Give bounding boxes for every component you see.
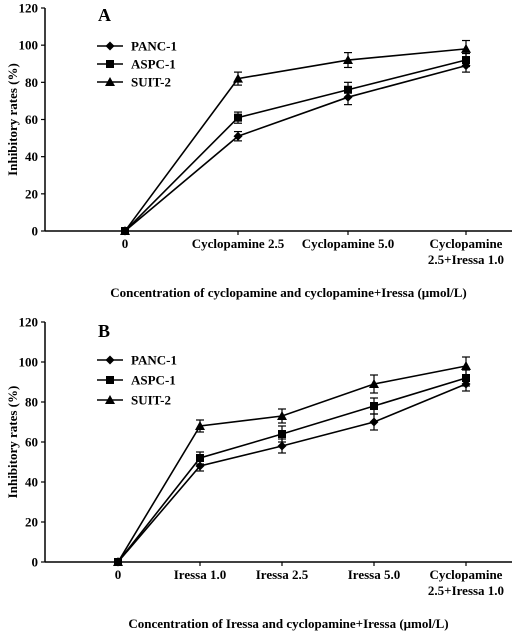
legend-item: SUIT-2 (97, 75, 171, 90)
chart-panel-b: 0 20 40 60 80 100 120 0 Iressa 1.0 Iressa 2.5 Ires… (5, 315, 512, 631)
data-point (369, 417, 379, 427)
y-tick-label: 120 (19, 1, 39, 16)
x-tick-label: 0 (122, 236, 129, 251)
legend-label: SUIT-2 (131, 393, 171, 408)
y-tick-label: 80 (25, 75, 38, 90)
x-tick-label: Cyclopamine 2.5 (192, 236, 285, 251)
data-point (343, 55, 353, 65)
y-tick-label: 40 (25, 149, 38, 164)
data-point (461, 43, 471, 53)
y-tick-label: 0 (32, 224, 39, 239)
legend-item: PANC-1 (97, 353, 177, 368)
legend-item: ASPC-1 (97, 57, 176, 72)
y-tick-label: 40 (25, 475, 38, 490)
series-line (124, 64, 467, 232)
y-tick-label: 60 (25, 112, 38, 127)
series-suit-2 (113, 356, 471, 566)
x-tick-label: Iressa 1.0 (174, 567, 226, 582)
data-point (344, 85, 352, 94)
legend-label: ASPC-1 (131, 373, 176, 388)
x-axis-title: Concentration of cyclopamine and cyclopa… (110, 285, 466, 300)
y-axis-title: Inhibitory rates (%) (5, 63, 20, 176)
data-point (234, 113, 242, 122)
y-tick-label: 60 (25, 435, 38, 450)
data-point (369, 379, 379, 388)
legend: PANC-1 ASPC-1 SUIT-2 (97, 353, 177, 408)
x-tick-label: Iressa 5.0 (348, 567, 400, 582)
y-tick-label: 100 (19, 355, 39, 370)
series-line (124, 59, 467, 232)
series-line (124, 48, 467, 232)
data-point (196, 454, 204, 462)
data-point (277, 411, 287, 420)
series-aspc-1 (121, 52, 470, 235)
legend-marker (106, 376, 114, 384)
legend-marker (105, 41, 115, 51)
y-tick-label: 100 (19, 38, 39, 53)
series-panc-1 (120, 58, 471, 236)
legend-label: PANC-1 (131, 39, 177, 54)
legend-item: PANC-1 (97, 39, 177, 54)
x-tick-label: Cyclopamine 2.5+Iressa 1.0 (428, 567, 504, 598)
data-point (461, 361, 471, 370)
y-tick-label: 20 (25, 186, 38, 201)
legend-label: ASPC-1 (131, 57, 176, 72)
data-point (195, 421, 205, 430)
panel-label: B (98, 321, 110, 341)
legend-label: SUIT-2 (131, 75, 171, 90)
x-tick-label: 0 (115, 567, 122, 582)
data-point (113, 557, 123, 566)
x-tick-label: Cyclopamine 5.0 (302, 236, 394, 251)
legend-marker (105, 395, 115, 404)
data-point (233, 73, 243, 83)
panel-label: A (98, 5, 111, 25)
data-point (233, 131, 243, 141)
data-point (462, 56, 470, 65)
series-suit-2 (120, 39, 471, 235)
chart-panel-a: 0 20 40 60 80 100 120 0 Cyclopamine 2.5 Cyclopami… (5, 1, 512, 300)
x-axis-title: Concentration of Iressa and cyclopamine+… (128, 616, 448, 631)
y-tick-label: 120 (19, 315, 39, 330)
y-tick-label: 20 (25, 515, 38, 530)
series-line (117, 383, 467, 563)
data-point (277, 441, 287, 451)
legend: PANC-1 ASPC-1 SUIT-2 (97, 39, 177, 90)
data-point (278, 430, 286, 438)
legend-marker (105, 355, 115, 365)
legend-marker (106, 60, 114, 68)
data-point (462, 374, 470, 382)
legend-marker (105, 77, 115, 86)
y-tick-label: 0 (32, 555, 39, 570)
legend-label: PANC-1 (131, 353, 177, 368)
x-tick-label: Iressa 2.5 (256, 567, 309, 582)
x-tick-label: Cyclopamine 2.5+Iressa 1.0 (428, 236, 504, 267)
legend-item: ASPC-1 (97, 373, 176, 388)
data-point (120, 226, 130, 235)
legend-item: SUIT-2 (97, 393, 171, 408)
y-axis-title: Inhibitory rates (%) (5, 386, 20, 499)
data-point (370, 402, 378, 410)
y-tick-label: 80 (25, 395, 38, 410)
